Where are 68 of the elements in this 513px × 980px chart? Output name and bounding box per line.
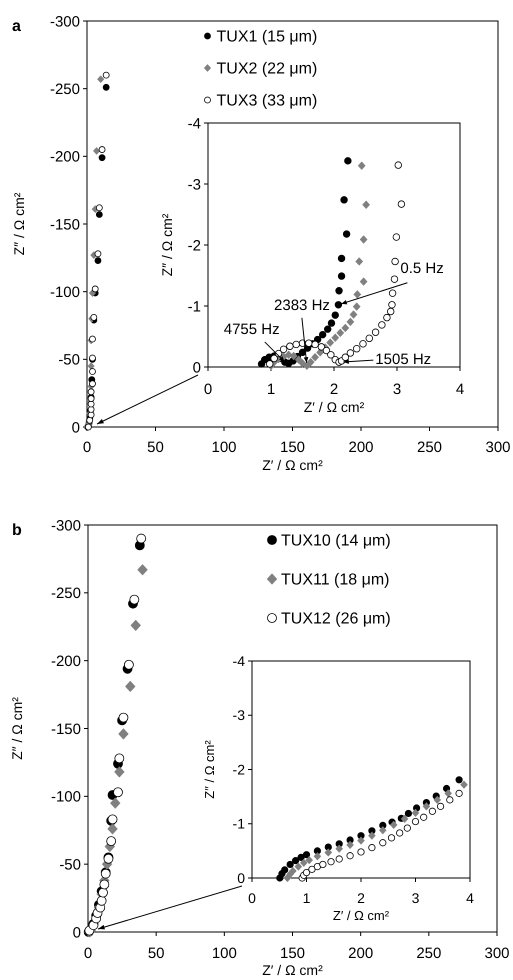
y-tick-label: -100 <box>50 788 81 806</box>
annotation: 0.5 Hz <box>400 260 444 277</box>
y-tick-label: -250 <box>50 585 81 602</box>
y-axis-title: Z″ / Ω cm² <box>11 192 27 256</box>
x-tick-label: 250 <box>416 439 442 456</box>
x-tick-label: 1 <box>266 381 276 398</box>
x-axis-title: Z′ / Ω cm² <box>304 399 365 415</box>
chart-title: b <box>12 522 22 539</box>
x-tick-label: 4 <box>466 890 474 906</box>
x-tick-label: 150 <box>280 439 306 456</box>
annotation: 4755 Hz <box>224 320 280 338</box>
legend-label: TUX3 (33 μm) <box>216 92 318 110</box>
annotation: 1505 Hz <box>375 351 432 368</box>
x-tick-label: 200 <box>348 945 374 962</box>
x-tick-label: 3 <box>412 890 420 906</box>
x-tick-label: 0 <box>248 890 256 906</box>
y-tick-label: -1 <box>188 298 201 316</box>
x-tick-label: 150 <box>280 945 306 962</box>
y-tick-label: 0 <box>192 359 201 376</box>
legend-label: TUX2 (22 μm) <box>216 60 318 78</box>
x-tick-label: 300 <box>485 439 511 456</box>
x-tick-label: 3 <box>392 381 402 398</box>
legend-label: TUX12 (26 μm) <box>281 610 391 628</box>
y-tick-label: -250 <box>50 80 80 98</box>
x-tick-label: 1 <box>302 890 311 906</box>
y-tick-label: -300 <box>50 517 81 534</box>
x-tick-label: 0 <box>82 439 92 456</box>
legend-label: TUX10 (14 μm) <box>281 532 391 550</box>
y-tick-label: -150 <box>50 720 81 738</box>
y-tick-label: -50 <box>59 856 81 874</box>
x-tick-label: 200 <box>348 439 374 456</box>
chart-title: a <box>12 18 21 35</box>
x-tick-label: 50 <box>147 439 164 456</box>
y-tick-label: 0 <box>237 870 246 886</box>
y-tick-label: -200 <box>50 652 81 670</box>
y-tick-label: -3 <box>188 176 201 194</box>
x-tick-label: 100 <box>212 945 237 962</box>
y-tick-label: -100 <box>50 284 80 301</box>
x-tick-label: 250 <box>416 945 442 962</box>
x-tick-label: 4 <box>456 381 464 398</box>
x-tick-label: 2 <box>330 381 338 398</box>
y-tick-label: -150 <box>50 216 80 234</box>
y-tick-label: -1 <box>232 816 246 832</box>
annotation: 2383 Hz <box>274 296 330 314</box>
x-tick-label: 2 <box>357 890 366 906</box>
x-tick-label: 0 <box>204 381 212 398</box>
y-axis-title: Z″ / Ω cm² <box>202 740 217 799</box>
y-tick-label: -4 <box>232 652 246 669</box>
y-tick-label: -300 <box>50 13 80 30</box>
x-axis-title: Z′ / Ω cm² <box>262 457 324 473</box>
x-tick-label: 100 <box>211 439 237 456</box>
y-tick-label: -2 <box>232 761 246 778</box>
legend-label: TUX1 (15 μm) <box>216 28 318 46</box>
y-axis-title: Z″ / Ω cm² <box>9 696 25 760</box>
legend-label: TUX11 (18 μm) <box>281 572 390 589</box>
x-tick-label: 300 <box>484 945 510 962</box>
y-tick-label: -200 <box>50 148 80 166</box>
y-tick-label: -4 <box>188 115 201 132</box>
y-tick-label: -2 <box>188 237 201 254</box>
x-axis-title: Z′ / Ω cm² <box>332 908 390 923</box>
y-tick-label: 0 <box>72 419 80 436</box>
x-tick-label: 0 <box>84 945 92 962</box>
x-tick-label: 50 <box>148 945 165 962</box>
y-tick-label: 0 <box>72 924 81 942</box>
y-tick-label: -50 <box>58 352 80 369</box>
x-axis-title: Z′ / Ω cm² <box>262 962 324 978</box>
y-axis-title: Z″ / Ω cm² <box>159 213 175 276</box>
y-tick-label: -3 <box>232 707 246 724</box>
